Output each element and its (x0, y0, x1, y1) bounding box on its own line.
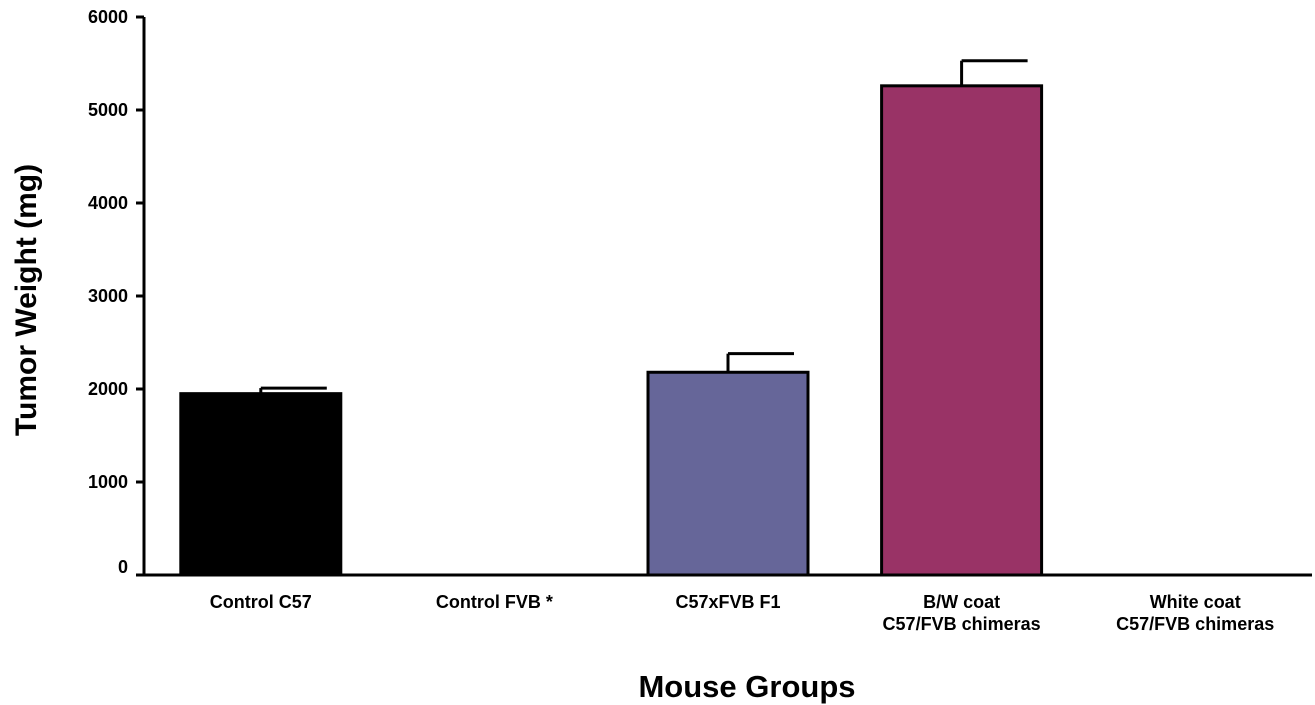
category-label-2: C57xFVB F1 (675, 592, 780, 612)
y-axis-title: Tumor Weight (mg) (10, 164, 43, 436)
y-tick-label-5: 5000 (88, 100, 128, 120)
category-label-line: B/W coat (923, 592, 1000, 612)
y-tick-label-2: 2000 (88, 379, 128, 399)
y-ticks-layer: 0 1000 2000 3000 4000 5000 6000 (88, 7, 144, 577)
category-label-4: White coat C57/FVB chimeras (1116, 592, 1274, 634)
bar-3 (880, 84, 1044, 577)
x-axis-title: Mouse Groups (638, 669, 855, 704)
y-tick-label-4: 4000 (88, 193, 128, 213)
y-tick-label-0: 0 (118, 557, 128, 577)
y-tick-label-1: 1000 (88, 472, 128, 492)
y-tick-label-6: 6000 (88, 7, 128, 27)
y-tick-label-3: 3000 (88, 286, 128, 306)
bar-2 (646, 370, 810, 577)
category-label-line: Control C57 (210, 592, 312, 612)
bars-layer (179, 84, 1044, 577)
category-label-3: B/W coat C57/FVB chimeras (883, 592, 1041, 634)
category-label-1: Control FVB * (436, 592, 553, 612)
category-label-line: C57/FVB chimeras (1116, 614, 1274, 634)
bar-0 (179, 392, 343, 577)
category-label-0: Control C57 (210, 592, 312, 612)
error-bars-layer (259, 59, 1028, 394)
category-label-line: C57/FVB chimeras (883, 614, 1041, 634)
category-label-line: C57xFVB F1 (675, 592, 780, 612)
category-label-line: White coat (1150, 592, 1241, 612)
category-labels-layer: Control C57 Control FVB * C57xFVB F1 B/W co… (210, 592, 1274, 634)
category-label-line: Control FVB * (436, 592, 553, 612)
